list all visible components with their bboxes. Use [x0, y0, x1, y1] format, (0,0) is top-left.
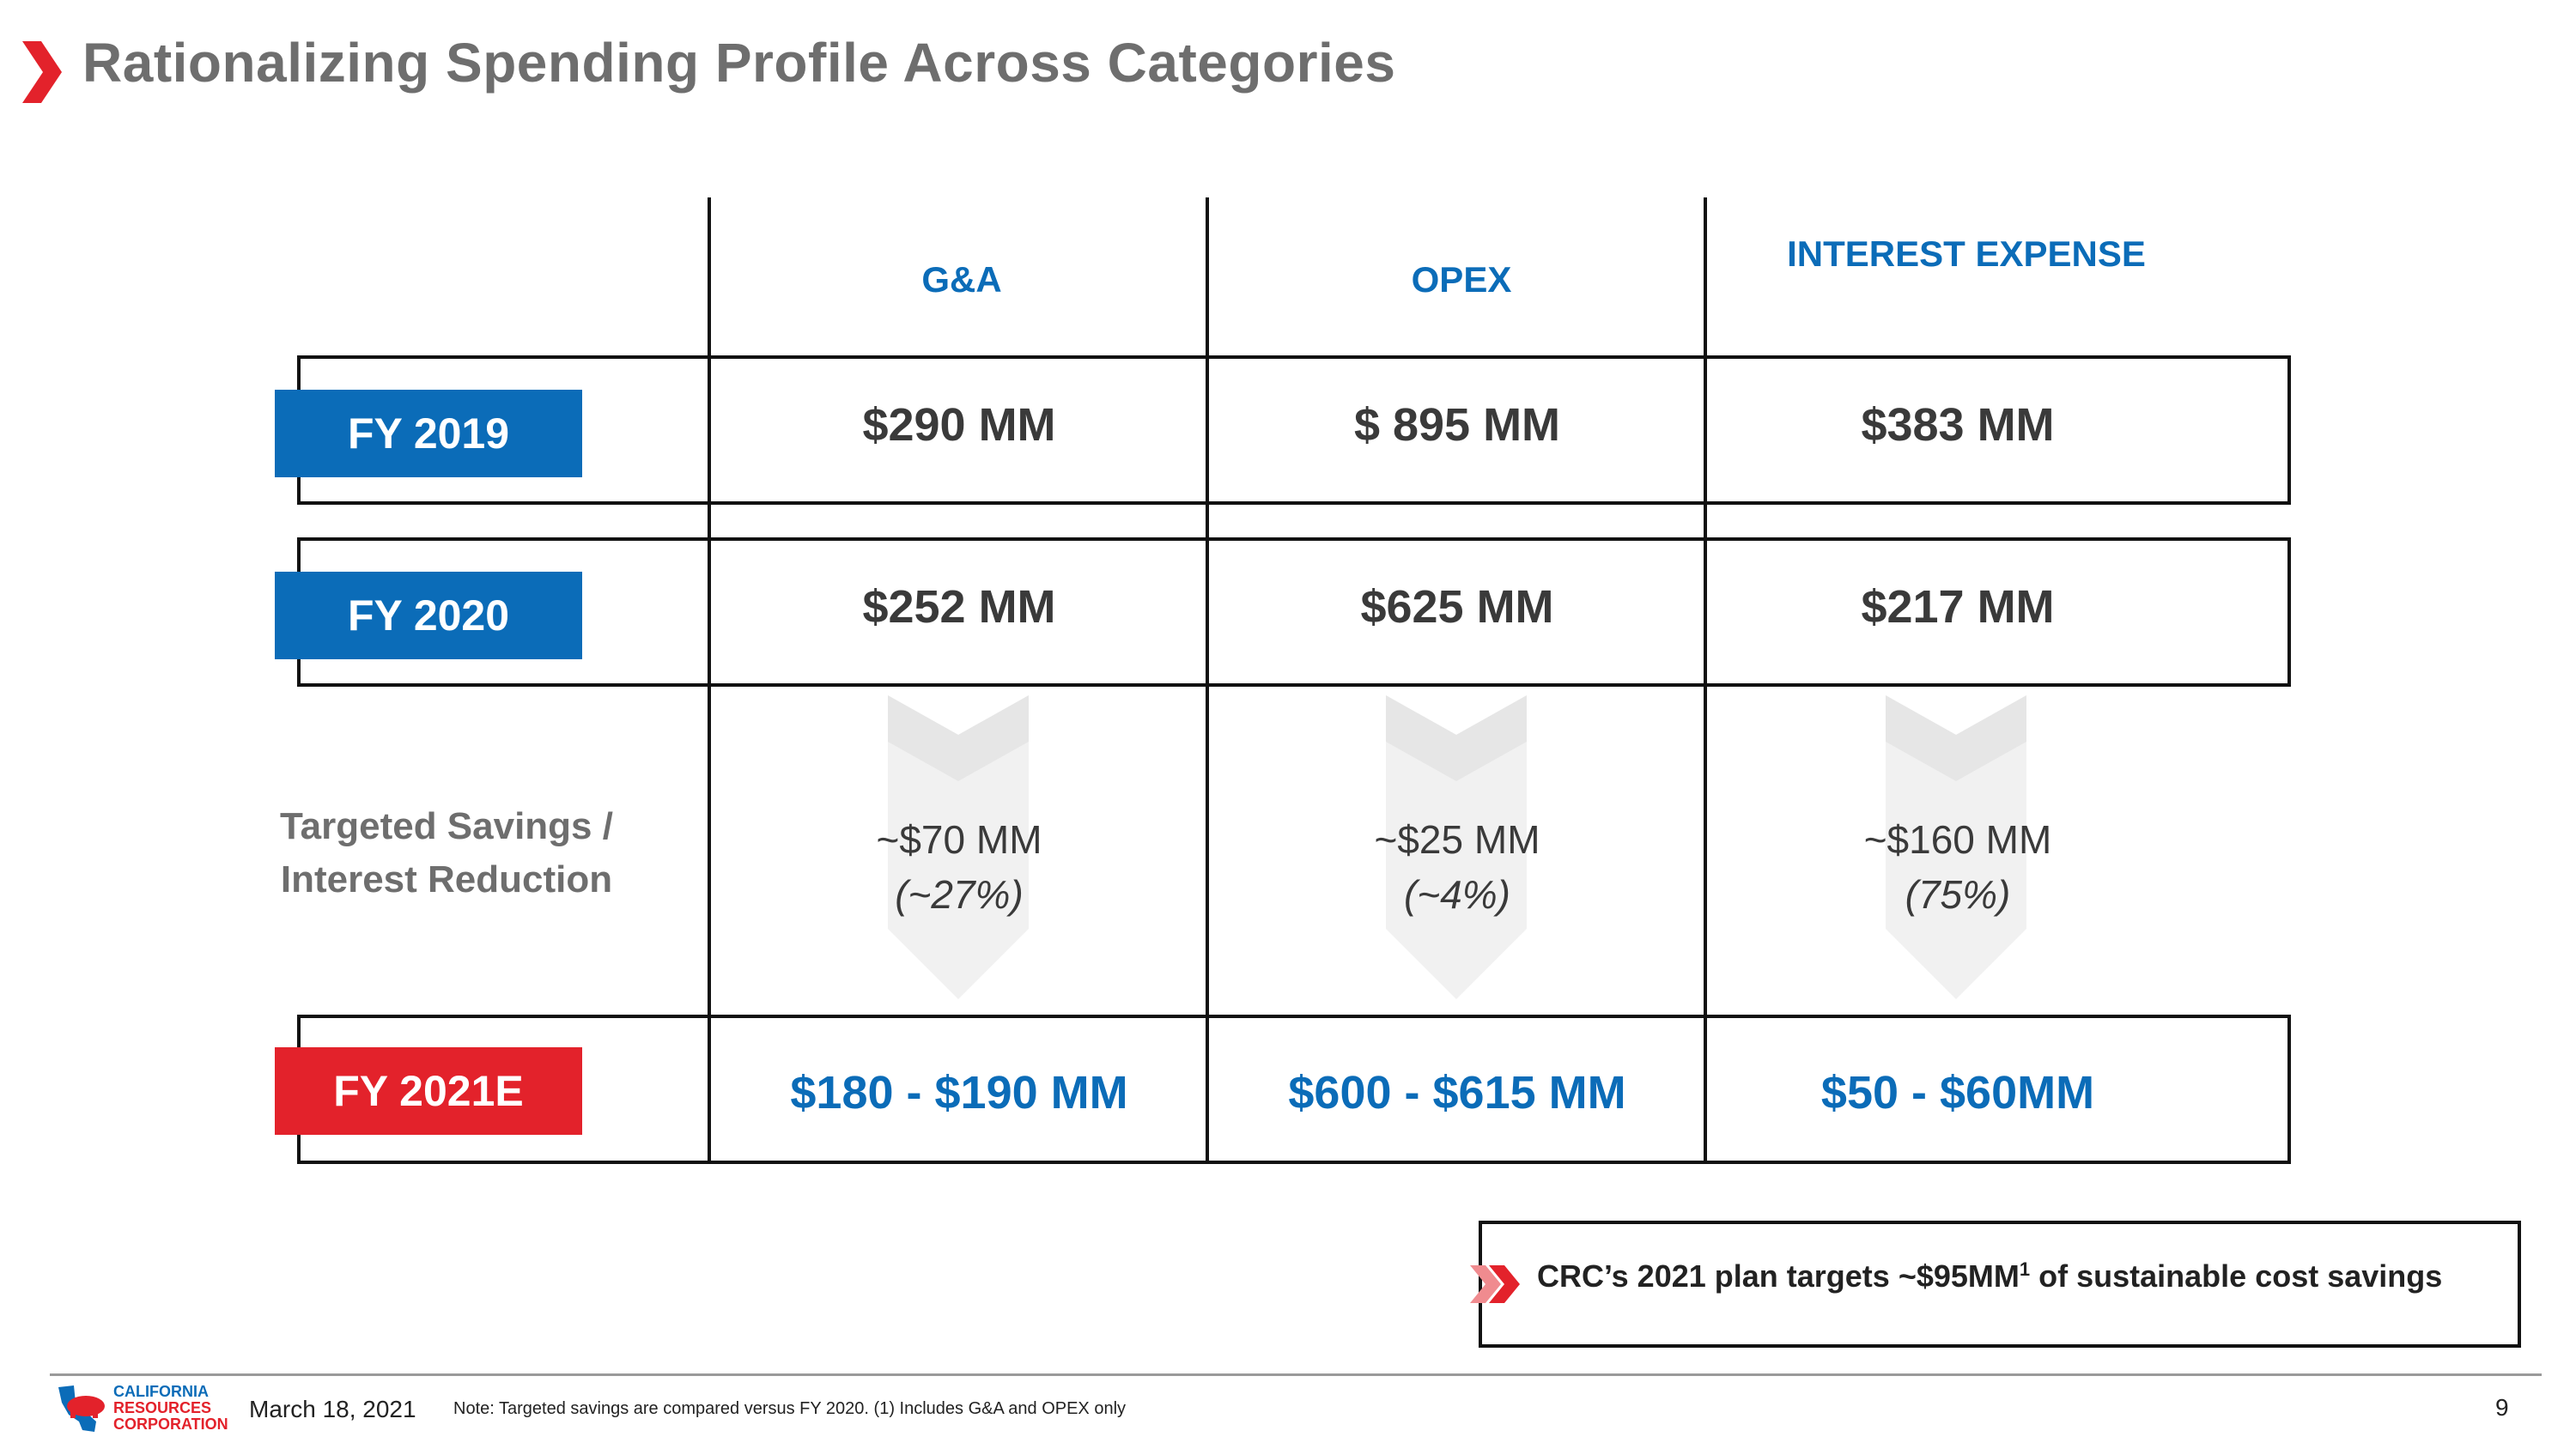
down-arrow-icon: [1886, 695, 2026, 999]
value-fy2019-ga: $290 MM: [862, 399, 1056, 451]
savings-opex: ~$25 MM (~4%): [1211, 812, 1704, 922]
column-divider-1: [708, 197, 711, 1164]
title-chevron-icon: [22, 41, 62, 103]
callout-footnote-marker: 1: [2019, 1258, 2031, 1280]
savings-interest-amount: ~$160 MM: [1863, 817, 2052, 862]
savings-interest: ~$160 MM (75%): [1709, 812, 2207, 922]
savings-opex-amount: ~$25 MM: [1374, 817, 1540, 862]
logo-line-2: RESOURCES: [113, 1399, 212, 1416]
down-arrow-icon: [1386, 695, 1527, 999]
value-fy2020-ga: $252 MM: [862, 581, 1056, 633]
column-header-opex: OPEX: [1411, 259, 1512, 300]
california-map-logo-icon: [58, 1385, 105, 1432]
row-label-fy2021e: FY 2021E: [275, 1047, 582, 1135]
column-divider-3: [1704, 197, 1707, 1164]
logo-line-3: CORPORATION: [113, 1416, 228, 1433]
row-label-fy2019: FY 2019: [275, 390, 582, 477]
value-fy2020-opex: $625 MM: [1360, 581, 1554, 633]
savings-label: Targeted Savings / Interest Reduction: [258, 800, 635, 906]
down-arrow-icon: [888, 695, 1029, 999]
savings-opex-pct: (~4%): [1404, 872, 1510, 917]
value-fy2020-interest: $217 MM: [1861, 581, 2055, 633]
company-logo-text: CALIFORNIA RESOURCES CORPORATION: [113, 1384, 228, 1433]
footer-divider: [50, 1373, 2542, 1376]
callout-text: CRC’s 2021 plan targets ~$95MM1 of susta…: [1537, 1258, 2442, 1294]
savings-label-line1: Targeted Savings /: [280, 805, 613, 847]
footer-date: March 18, 2021: [249, 1396, 416, 1422]
savings-ga: ~$70 MM (~27%): [713, 812, 1206, 922]
footer-note: Note: Targeted savings are compared vers…: [453, 1399, 1127, 1418]
column-header-interest-expense: INTEREST EXPENSE: [1787, 233, 2146, 274]
logo-line-1: CALIFORNIA: [113, 1383, 209, 1400]
page-title: Rationalizing Spending Profile Across Ca…: [82, 32, 1396, 94]
savings-ga-pct: (~27%): [895, 872, 1024, 917]
value-fy2021e-ga: $180 - $190 MM: [790, 1067, 1128, 1119]
column-header-ga: G&A: [921, 259, 1002, 300]
page-number: 9: [2495, 1394, 2509, 1421]
callout-box: [1479, 1221, 2521, 1348]
value-fy2021e-opex: $600 - $615 MM: [1288, 1067, 1626, 1119]
value-fy2021e-interest: $50 - $60MM: [1820, 1067, 2095, 1119]
savings-ga-amount: ~$70 MM: [876, 817, 1042, 862]
callout-text-main: CRC’s 2021 plan targets ~$95MM: [1537, 1258, 2020, 1294]
column-divider-2: [1206, 197, 1209, 1164]
value-fy2019-interest: $383 MM: [1861, 399, 2055, 451]
row-label-fy2020: FY 2020: [275, 572, 582, 659]
value-fy2019-opex: $ 895 MM: [1353, 399, 1561, 451]
callout-text-end: of sustainable cost savings: [2030, 1258, 2443, 1294]
double-chevron-icon: [1470, 1265, 1520, 1303]
savings-interest-pct: (75%): [1905, 872, 2011, 917]
savings-label-line2: Interest Reduction: [280, 858, 613, 900]
